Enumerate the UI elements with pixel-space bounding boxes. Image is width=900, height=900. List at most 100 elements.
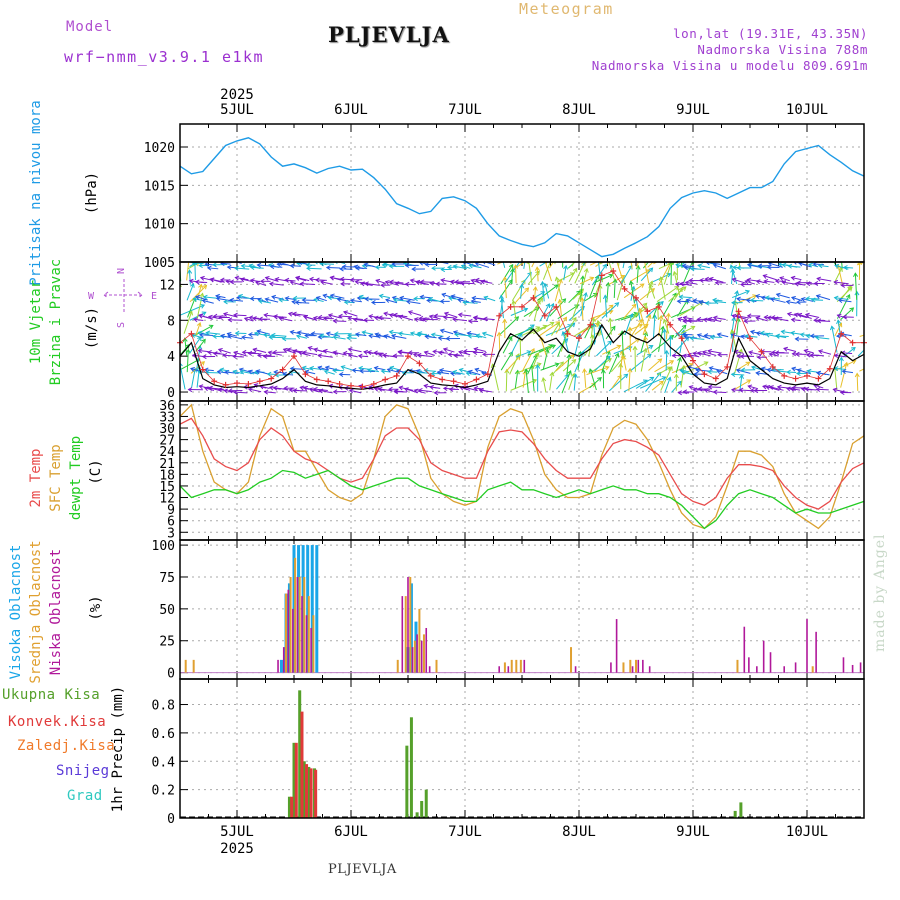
- wind-arrow-head: [626, 242, 630, 246]
- wind-arrow-head: [598, 324, 604, 330]
- wind-gust-marker: [553, 303, 560, 310]
- low-cloud-bar: [287, 589, 290, 673]
- wind-arrow: [191, 334, 204, 339]
- wind-arrow-head: [687, 318, 692, 324]
- wind-arrow-head: [583, 267, 589, 273]
- wind-arrow-head: [785, 299, 791, 305]
- wind-arrow-head: [773, 316, 779, 322]
- wind-arrow: [220, 335, 230, 339]
- wind-arrow-head: [686, 352, 692, 358]
- wind-arrow-head: [403, 387, 409, 392]
- wind-arrow-head: [447, 352, 453, 358]
- total-precip-bar: [405, 745, 409, 818]
- wind-arrow: [234, 267, 250, 270]
- wind-arrow-head: [397, 331, 403, 337]
- wind-gust-marker: [370, 380, 377, 387]
- wind-arrow-head: [332, 335, 338, 340]
- wind-arrow: [482, 332, 494, 337]
- wind-arrow-head: [270, 332, 276, 338]
- wind-arrow-head: [756, 354, 762, 360]
- wind-arrow-head: [762, 384, 767, 390]
- wind-arrow-head: [668, 262, 674, 265]
- wind-arrow-head: [648, 283, 654, 289]
- wind-arrow-head: [457, 312, 463, 318]
- wind-arrow: [542, 377, 547, 393]
- wind-arrow: [220, 262, 231, 265]
- wind-arrow-head: [793, 312, 799, 318]
- wind-arrow-head: [736, 296, 741, 302]
- dewpoint-line: [179, 469, 865, 530]
- wind-gust-marker: [496, 312, 503, 319]
- wind-arrow-head: [766, 367, 772, 373]
- wind-arrow: [782, 281, 797, 285]
- wind-arrow: [433, 350, 445, 353]
- wind-arrow: [514, 370, 519, 389]
- wind-arrow: [210, 278, 225, 283]
- wind-arrow-head: [602, 257, 606, 261]
- wind-arrow: [198, 349, 209, 353]
- wind-arrow: [563, 265, 567, 281]
- wind-arrow-head: [243, 316, 249, 322]
- wind-arrow-head: [757, 263, 763, 269]
- wind-arrow-head: [196, 322, 202, 327]
- wind-arrow-head: [849, 307, 855, 312]
- wind-arrow-head: [422, 317, 427, 323]
- wind-arrow-head: [389, 279, 394, 285]
- wind-arrow-head: [199, 275, 205, 281]
- wind-arrow-head: [291, 311, 297, 317]
- wind-arrow-head: [358, 384, 364, 389]
- wind-arrow-head: [688, 278, 694, 284]
- wind-arrow: [630, 262, 633, 269]
- wind-arrow-head: [308, 276, 314, 282]
- wind-arrow-head: [698, 299, 704, 305]
- wind-arrow-head: [227, 388, 233, 394]
- low-cloud-bar: [416, 634, 418, 673]
- wind-arrow: [241, 336, 254, 339]
- precip-panel: 0 0.2 0.4 0.6 0.8: [152, 679, 865, 827]
- wind-arrow: [813, 384, 824, 389]
- wind-arrow: [216, 297, 232, 302]
- wind-arrow-head: [781, 280, 787, 286]
- low-cloud-bar: [428, 666, 431, 673]
- wind-arrow: [801, 298, 814, 302]
- wind-arrow: [199, 334, 214, 337]
- wind-arrow-head: [397, 349, 403, 355]
- wind-arrow-head: [462, 299, 468, 305]
- wind-arrow-head: [266, 371, 272, 377]
- wind-arrow: [213, 335, 226, 338]
- wind-arrow-head: [392, 353, 398, 359]
- wind-arrow-head: [643, 335, 648, 341]
- wind-arrow: [652, 301, 660, 319]
- wind-arrow: [857, 349, 864, 357]
- wind-arrow-head: [308, 387, 314, 393]
- wind-arrow: [561, 370, 572, 394]
- wind-arrow: [571, 292, 582, 319]
- wind-arrow: [656, 366, 672, 376]
- wind-arrow: [645, 301, 664, 318]
- wind-arrow: [429, 315, 441, 320]
- wind-arrow: [418, 332, 433, 338]
- wind-arrow: [807, 370, 818, 373]
- wind-arrow-head: [730, 387, 736, 393]
- wind-arrow: [606, 282, 609, 303]
- wind-arrow-head: [677, 316, 683, 322]
- year-label-bottom: 2025: [220, 841, 254, 857]
- wind-arrow: [384, 335, 396, 340]
- wind-arrow: [257, 298, 267, 303]
- wind-arrow-head: [642, 347, 648, 353]
- wind-arrow-head: [319, 333, 325, 339]
- wind-arrow-head: [472, 315, 478, 321]
- wind-arrow-head: [643, 331, 649, 337]
- wind-arrow: [320, 263, 334, 265]
- wind-arrow-head: [760, 295, 766, 301]
- wind-arrow-head: [222, 352, 228, 358]
- wind-arrow: [302, 351, 318, 356]
- wind-arrow: [677, 300, 689, 303]
- wind-arrow-head: [430, 371, 436, 377]
- wind-arrow-head: [482, 316, 488, 322]
- wind-arrow-head: [458, 350, 464, 355]
- wind-gust-marker: [576, 335, 582, 342]
- wind-arrow: [515, 350, 531, 358]
- wind-arrow: [617, 262, 620, 268]
- wind-ytick-label: 8: [167, 314, 175, 329]
